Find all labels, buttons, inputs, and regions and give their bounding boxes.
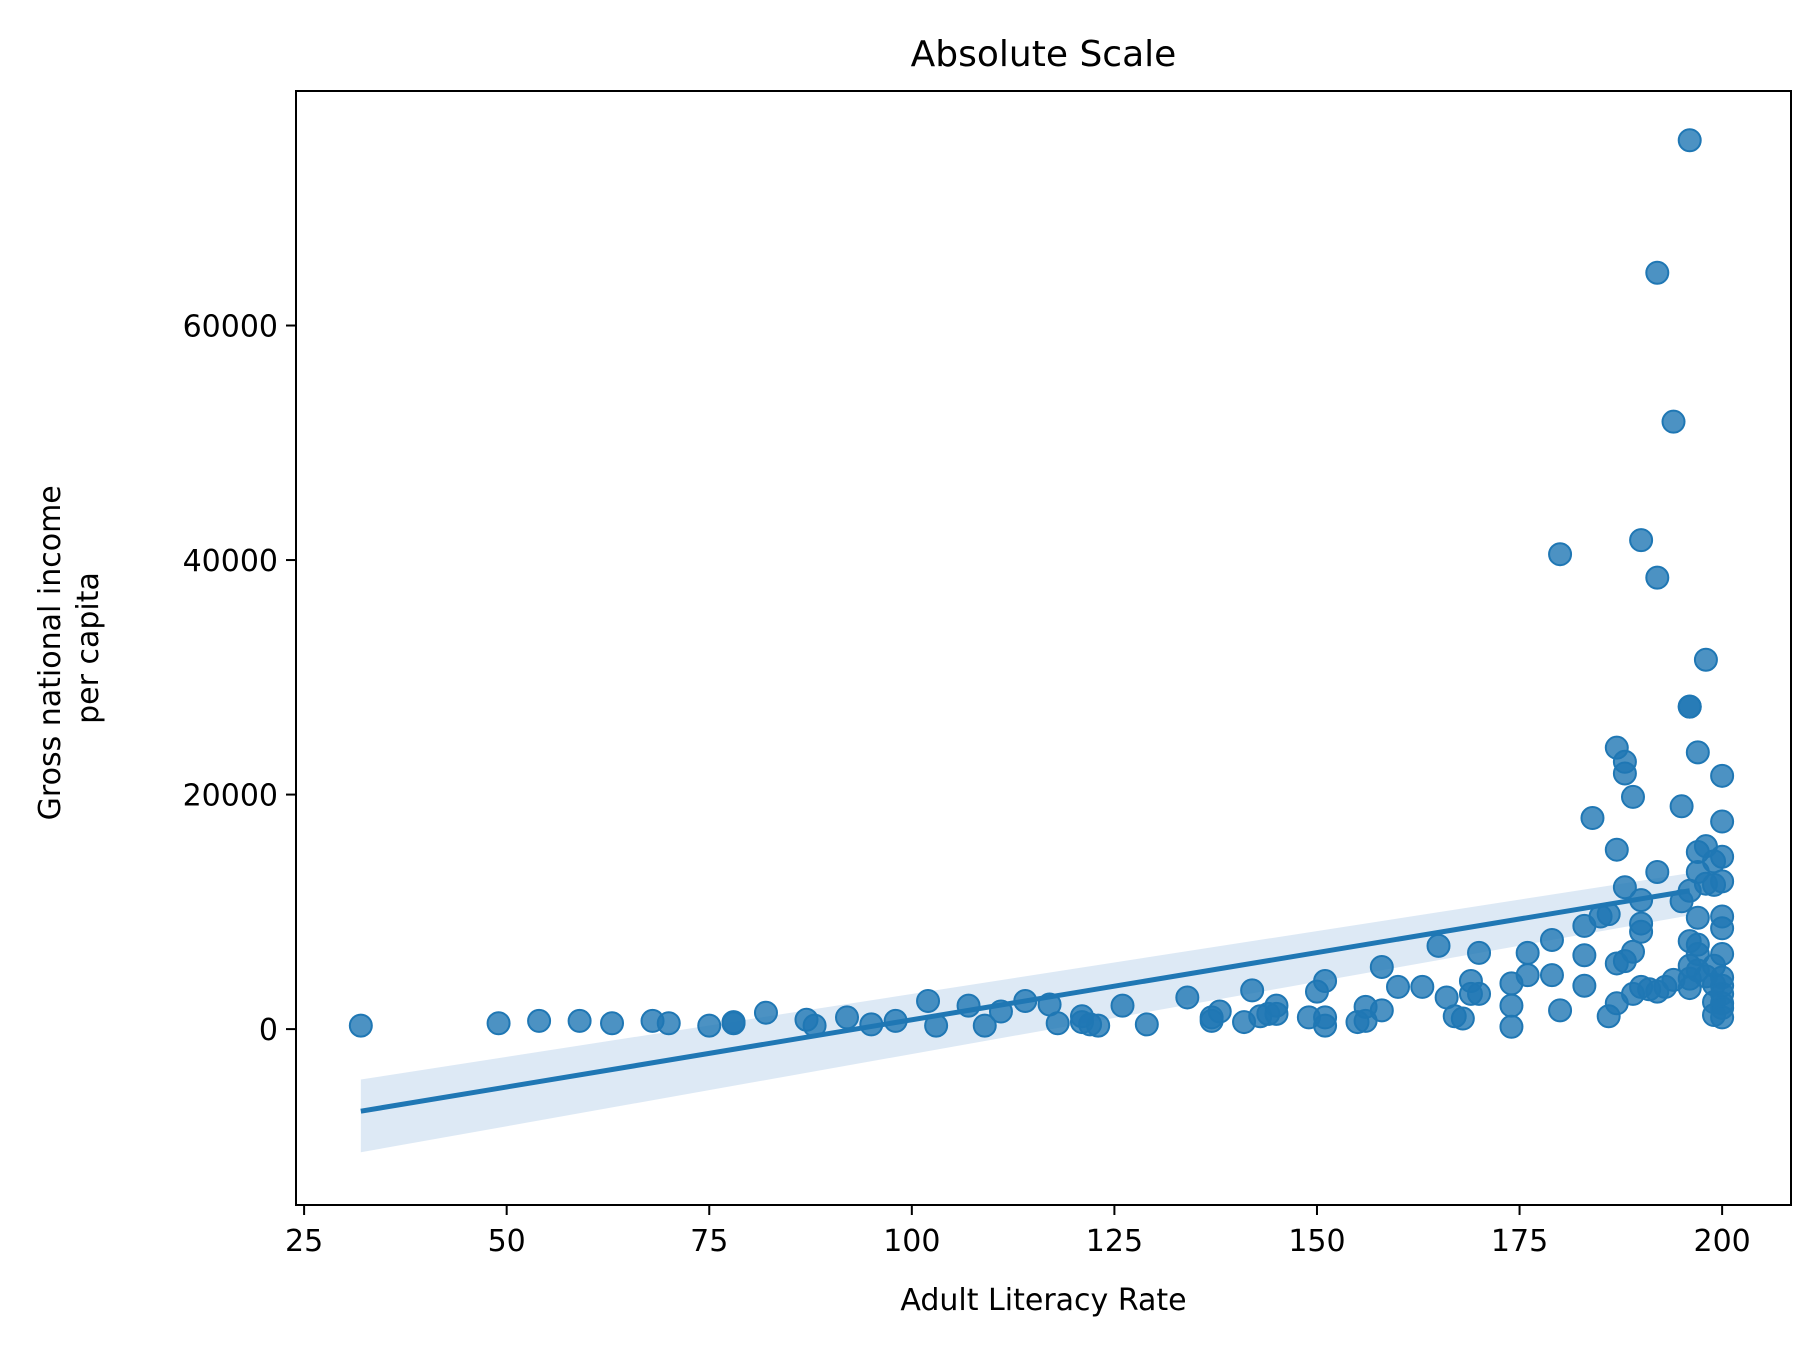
x-tick-label: 150 (1288, 1224, 1345, 1259)
data-point (1612, 875, 1637, 900)
data-point (1548, 542, 1573, 567)
data-point (1677, 128, 1702, 153)
data-point (1264, 993, 1289, 1018)
data-point (697, 1013, 722, 1038)
y-axis-title-line-2: per capita (71, 572, 106, 724)
points-layer (348, 128, 1735, 1039)
data-point (600, 1011, 625, 1036)
data-point (1710, 809, 1735, 834)
data-point (1313, 969, 1338, 994)
data-point (1629, 528, 1654, 553)
y-tick-label: 20000 (183, 779, 278, 814)
x-axis-title: Adult Literacy Rate (900, 1283, 1186, 1318)
data-point (1045, 1011, 1070, 1036)
data-point (1539, 927, 1564, 952)
data-point (1710, 869, 1735, 894)
x-axis-ticks: 25 50 75 100 125 150 175 200 (285, 1205, 1751, 1259)
data-point (567, 1008, 592, 1033)
y-axis-title-line-1: Gross national income (33, 485, 68, 820)
x-tick-label: 25 (285, 1224, 323, 1259)
data-point (1313, 1013, 1338, 1038)
data-point (1645, 260, 1670, 285)
data-point (1134, 1012, 1159, 1037)
data-point (1629, 919, 1654, 944)
data-point (1645, 859, 1670, 884)
data-point (1499, 993, 1524, 1018)
data-point (1710, 844, 1735, 869)
data-point (656, 1011, 681, 1036)
plot-frame (295, 90, 1792, 1206)
data-point (1710, 763, 1735, 788)
data-point (1685, 740, 1710, 765)
y-axis-ticks: 0 20000 40000 60000 (183, 310, 296, 1048)
y-axis-title: Gross national income per capita (33, 476, 106, 821)
data-point (1515, 940, 1540, 965)
chart-title: Absolute Scale (911, 34, 1177, 75)
y-tick-label: 40000 (183, 544, 278, 579)
data-point (1612, 761, 1637, 786)
data-point (753, 1000, 778, 1025)
data-point (1661, 409, 1686, 434)
data-point (1620, 784, 1645, 809)
data-point (1580, 806, 1605, 831)
data-point (1369, 998, 1394, 1023)
regression-line-layer (360, 888, 1691, 1114)
data-point (1710, 1005, 1735, 1030)
data-point (1467, 940, 1492, 965)
data-point (1645, 565, 1670, 590)
data-point (1240, 978, 1265, 1003)
x-tick-label: 100 (883, 1224, 940, 1259)
data-point (972, 1013, 997, 1038)
y-tick-label: 60000 (183, 310, 278, 345)
data-point (1548, 998, 1573, 1023)
data-point (1685, 905, 1710, 930)
data-point (1710, 916, 1735, 941)
data-point (1426, 933, 1451, 958)
data-point (1572, 973, 1597, 998)
data-point (1450, 1006, 1475, 1031)
data-point (1386, 974, 1411, 999)
data-point (1572, 943, 1597, 968)
data-point (1677, 694, 1702, 719)
data-point (486, 1011, 511, 1036)
x-tick-label: 50 (488, 1224, 526, 1259)
y-tick-label: 0 (259, 1013, 278, 1048)
data-point (1539, 963, 1564, 988)
data-point (1467, 981, 1492, 1006)
data-point (835, 1005, 860, 1030)
data-point (1693, 647, 1718, 672)
data-point (1499, 1014, 1524, 1039)
data-point (527, 1008, 552, 1033)
data-point (1086, 1013, 1111, 1038)
regression-line (360, 888, 1691, 1114)
data-point (1669, 794, 1694, 819)
x-tick-label: 200 (1693, 1224, 1750, 1259)
data-point (1369, 954, 1394, 979)
x-tick-label: 175 (1491, 1224, 1548, 1259)
data-point (1710, 942, 1735, 967)
data-point (1604, 837, 1629, 862)
data-point (1410, 974, 1435, 999)
data-point (721, 1011, 746, 1036)
x-tick-label: 125 (1086, 1224, 1143, 1259)
data-point (1110, 993, 1135, 1018)
data-point (1620, 939, 1645, 964)
data-point (1515, 963, 1540, 988)
data-point (1175, 985, 1200, 1010)
data-point (348, 1013, 373, 1038)
data-point (916, 988, 941, 1013)
x-tick-label: 75 (690, 1224, 728, 1259)
data-point (1207, 999, 1232, 1024)
